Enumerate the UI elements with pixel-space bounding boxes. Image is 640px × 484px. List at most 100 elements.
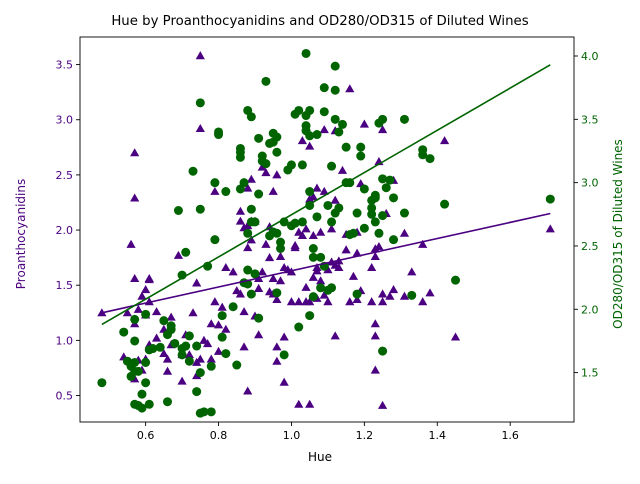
od280-point [378,114,388,124]
od280-point [370,193,380,203]
proanthocyanidins-point [246,235,256,244]
od280-point [130,336,140,346]
od280-point [181,247,191,257]
od280-point [305,105,315,115]
y-axis-left-label: Proanthocyanidins [14,179,28,289]
od280-point [356,151,366,161]
proanthocyanidins-point [141,285,151,294]
od280-point [316,252,326,262]
od280-point [144,399,154,409]
od280-point [195,204,205,214]
od280-point [235,147,245,157]
od280-point [141,357,151,367]
proanthocyanidins-point [188,308,198,317]
proanthocyanidins-point [210,186,220,195]
proanthocyanidins-point [279,377,289,386]
od280-point [195,368,205,378]
od280-point [250,269,260,279]
proanthocyanidins-point [319,290,329,299]
x-tick-label: 1.6 [501,429,519,442]
od280-point [162,397,172,407]
proanthocyanidins-point [312,183,322,192]
proanthocyanidins-point [301,282,311,291]
proanthocyanidins-point [130,193,140,202]
y-right-tick-label: 3.5 [581,113,599,126]
od280-point [217,332,227,342]
od280-point [141,378,151,388]
proanthocyanidins-point [192,278,202,287]
od280-point [330,114,340,124]
proanthocyanidins-point [399,291,410,300]
od280-point [374,228,384,238]
od280-point [261,76,271,86]
proanthocyanidins-point [122,308,132,317]
proanthocyanidins-point [235,206,246,215]
proanthocyanidins-point [341,245,351,254]
od280-point [97,378,107,388]
proanthocyanidins-point [173,250,184,259]
proanthocyanidins-point [377,125,388,134]
proanthocyanidins-point [439,136,450,145]
od280-point [367,209,377,219]
proanthocyanidins-point [545,224,555,233]
proanthocyanidins-point [352,294,362,304]
proanthocyanidins-point [367,262,377,272]
proanthocyanidins-point [275,251,286,260]
proanthocyanidins-point [246,174,256,183]
proanthocyanidins-point [243,243,253,252]
proanthocyanidins-point [254,330,264,339]
x-tick-label: 1.4 [429,429,447,442]
od280-point [378,346,388,356]
proanthocyanidins-point [254,283,264,292]
proanthocyanidins-point [195,51,205,60]
proanthocyanidins-point [228,267,238,276]
od280-point [385,175,395,185]
proanthocyanidins-point [370,331,380,340]
proanthocyanidins-point [305,194,315,203]
od280-point [367,203,377,213]
y-left-tick-label: 1.0 [56,334,74,347]
y-left-tick-label: 2.0 [56,224,74,237]
proanthocyanidins-point [377,297,388,306]
proanthocyanidins-point [243,221,253,230]
chart-title: Hue by Proanthocyanidins and OD280/OD315… [111,14,528,29]
proanthocyanidins-point [151,333,162,342]
od280-point [232,360,242,370]
od280-point [334,203,344,213]
od280-point [545,194,555,204]
od280-point [148,344,158,354]
proanthocyanidins-point [243,183,253,192]
proanthocyanidins-point [323,265,333,274]
proanthocyanidins-point [235,216,246,225]
x-tick-label: 0.6 [137,429,155,442]
od280-point [261,159,271,169]
proanthocyanidins-point [162,366,173,375]
proanthocyanidins-point [272,294,282,304]
od280-point [290,218,300,228]
od280-point [188,166,198,176]
od280-point [228,302,238,312]
proanthocyanidins-point [257,267,267,276]
proanthocyanidins-point [319,125,329,134]
y-right-tick-label: 4.0 [581,50,599,63]
od280-point [308,252,318,262]
od280-point [370,217,380,227]
od280-point [184,331,194,341]
proanthocyanidins-point [279,332,289,341]
od280-point [272,288,282,298]
proanthocyanidins-point [308,192,318,201]
proanthocyanidins-point [206,319,216,328]
od280-point [378,174,388,184]
od280-point [155,342,165,352]
proanthocyanidins-point [203,339,213,348]
proanthocyanidins-point [195,354,205,363]
proanthocyanidins-point [377,289,388,298]
proanthocyanidins-point [239,342,249,351]
od280-point [389,193,399,203]
od280-point [334,127,344,137]
proanthocyanidins-point [286,297,297,306]
y-left-tick-label: 3.5 [56,59,74,72]
proanthocyanidins-point [137,291,147,300]
od280-point [137,389,147,399]
